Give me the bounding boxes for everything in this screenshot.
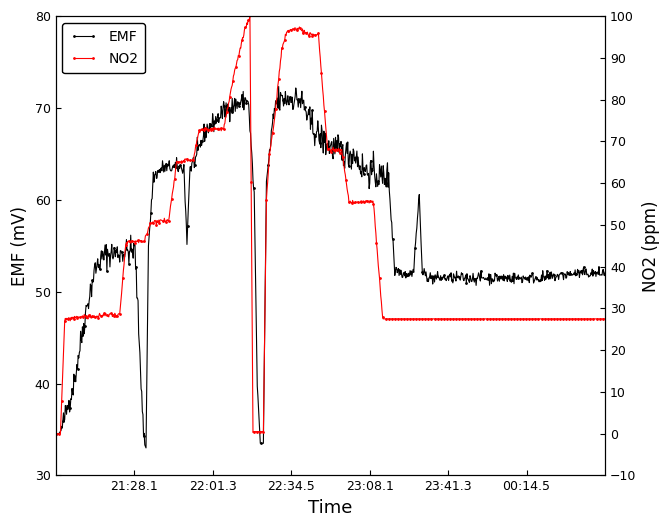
- Y-axis label: NO2 (ppm): NO2 (ppm): [642, 200, 660, 291]
- EMF: [195, 142, 203, 148]
- NO2: [52, 430, 60, 437]
- EMF: [527, 274, 535, 280]
- EMF: [287, 99, 295, 106]
- NO2: [287, 26, 295, 33]
- NO2: [601, 316, 609, 322]
- EMF: [142, 445, 150, 451]
- X-axis label: Time: Time: [308, 499, 352, 517]
- EMF: [111, 253, 119, 260]
- Legend: EMF, NO2: EMF, NO2: [62, 23, 145, 73]
- NO2: [527, 316, 535, 322]
- NO2: [111, 312, 119, 318]
- EMF: [466, 275, 474, 281]
- EMF: [274, 83, 282, 90]
- Line: EMF: EMF: [54, 85, 607, 449]
- EMF: [52, 431, 60, 437]
- NO2: [246, 13, 254, 19]
- EMF: [444, 272, 452, 279]
- NO2: [195, 130, 203, 136]
- NO2: [444, 316, 452, 322]
- NO2: [466, 316, 474, 322]
- Line: NO2: NO2: [54, 15, 607, 435]
- EMF: [601, 269, 609, 275]
- Y-axis label: EMF (mV): EMF (mV): [11, 206, 29, 286]
